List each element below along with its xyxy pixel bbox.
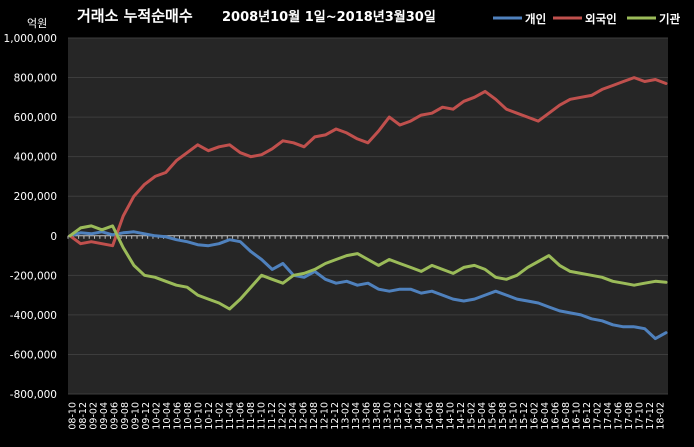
x-tick-label: 12-12 [330,402,341,430]
grid-lines [68,37,668,395]
y-tick-label: 800,000 [14,73,57,85]
x-tick-label: 15-02 [467,402,478,430]
x-tick-label: 16-06 [551,402,562,430]
y-tick-label: -200,000 [10,270,57,282]
x-tick-label: 11-08 [246,402,257,430]
x-tick-label: 09-08 [120,402,131,430]
x-tick-label: 14-08 [435,402,446,430]
legend-label-institution: 기관 [659,12,681,26]
series-line-institution [68,224,668,311]
x-tick-label: 11-12 [267,402,278,430]
x-tick-label: 15-04 [477,402,488,430]
x-tick-label: 16-02 [530,402,541,430]
x-tick-label: 14-04 [414,402,425,430]
chart-title: 거래소 누적순매수 2008년10월 1일~2018년3월30일 [77,7,436,25]
x-tick-label: 12-06 [299,402,310,430]
x-tick-label: 10-08 [183,402,194,430]
x-tick-label: 17-06 [614,402,625,430]
x-tick-label: 13-06 [362,402,373,430]
x-tick-label: 11-02 [215,402,226,430]
y-tick-label: 200,000 [14,191,57,203]
x-tick-label: 09-12 [141,402,152,430]
x-tick-label: 13-08 [372,402,383,430]
x-tick-label: 09-02 [89,402,100,430]
chart-title-subtitle: 2008년10월 1일~2018년3월30일 [222,9,436,25]
y-tick-label: -400,000 [10,310,57,322]
x-tick-label: 15-06 [488,402,499,430]
x-tick-label: 16-12 [582,402,593,430]
legend: 개인 외국인 기관 [493,12,681,26]
x-tick-label: 11-10 [257,402,268,430]
x-tick-label: 17-10 [635,402,646,430]
x-tick-label: 09-10 [131,402,142,430]
series-line-foreign [68,76,668,248]
x-tick-label: 12-08 [309,402,320,430]
legend-item-foreign: 외국인 [553,12,617,26]
x-tick-label: 09-06 [110,402,121,430]
plot-area [68,38,668,394]
x-tick-label: 12-10 [320,402,331,430]
x-tick-label: 18-02 [656,402,667,430]
x-tick-label: 12-02 [278,402,289,430]
y-tick-label: 600,000 [14,112,57,124]
x-tick-label: 13-02 [341,402,352,430]
x-tick-label: 15-12 [519,402,530,430]
legend-item-individual: 개인 [493,12,546,26]
y-axis-label: 억원 [27,17,47,30]
x-tick-label: 17-04 [603,402,614,430]
x-tick-label: 14-06 [425,402,436,430]
x-tick-label: 15-08 [498,402,509,430]
x-tick-label: 14-12 [456,402,467,430]
x-tick-label: 13-12 [393,402,404,430]
series-line-individual [68,230,668,341]
legend-label-individual: 개인 [525,12,546,26]
x-tick-label: 10-10 [194,402,205,430]
x-tick-label: 10-04 [162,402,173,430]
chart-title-main: 거래소 누적순매수 [77,7,193,25]
x-tick-label: 10-06 [173,402,184,430]
x-tick-label: 08-10 [68,402,79,430]
x-tick-label: 12-04 [288,402,299,430]
y-tick-label: -600,000 [10,349,57,361]
x-tick-label: 14-10 [446,402,457,430]
x-tick-label: 14-02 [404,402,415,430]
x-tick-label: 11-06 [236,402,247,430]
x-tick-label: 10-02 [152,402,163,430]
x-tick-label: 16-04 [540,402,551,430]
y-tick-label: 1,000,000 [4,33,57,45]
y-tick-label: 0 [50,231,57,243]
x-tick-label: 09-04 [99,402,110,430]
x-axis-ticks: 08-10 08-12 09-02 09-04 09-06 09-08 09-10 09-12… [68,402,667,430]
y-tick-label: 400,000 [14,152,57,164]
y-tick-label: -800,000 [10,389,57,401]
y-axis-ticks: -800,000 -600,000 -400,000 -200,000 0 200,000… [4,33,57,401]
legend-item-institution: 기관 [627,12,681,26]
x-tick-label: 16-08 [561,402,572,430]
series-lines [68,76,668,341]
x-tick-label: 15-10 [509,402,520,430]
x-tick-label: 17-12 [645,402,656,430]
x-tick-label: 13-10 [383,402,394,430]
x-tick-label: 17-02 [593,402,604,430]
legend-label-foreign: 외국인 [585,12,617,26]
x-axis-zero-line [67,235,669,239]
x-tick-label: 08-12 [78,402,89,430]
x-tick-label: 17-08 [624,402,635,430]
x-tick-label: 10-12 [204,402,215,430]
x-tick-label: 16-10 [572,402,583,430]
x-tick-label: 13-04 [351,402,362,430]
x-tick-label: 11-04 [225,402,236,430]
